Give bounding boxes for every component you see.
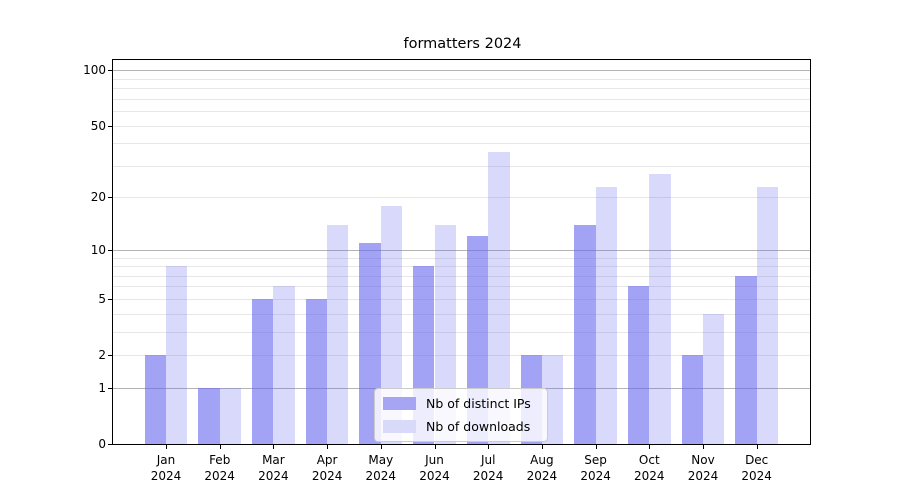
- bar-downloads-Nov: [703, 313, 725, 444]
- y-tick-50: [108, 125, 112, 127]
- x-tick-Sep: [595, 445, 597, 449]
- legend: Nb of distinct IPs Nb of downloads: [374, 388, 548, 442]
- bar-downloads-Apr: [327, 224, 349, 444]
- gridline-minor-3: [113, 331, 810, 333]
- bar-downloads-Feb: [219, 387, 242, 444]
- plot-area: Nb of distinct IPs Nb of downloads: [112, 59, 811, 445]
- x-tick-label-Jan: Jan 2024: [150, 453, 182, 483]
- bar-downloads-Sep: [595, 186, 617, 444]
- y-tick-100: [108, 70, 112, 72]
- x-tick-label-May: May 2024: [365, 453, 397, 483]
- gridline-minor-70: [113, 98, 810, 100]
- x-tick-label-Jul: Jul 2024: [472, 453, 504, 483]
- bar-downloads-Mar: [273, 286, 295, 444]
- gridline-minor-7: [113, 275, 810, 277]
- x-tick-Oct: [649, 445, 651, 449]
- x-tick-label-Mar: Mar 2024: [258, 453, 289, 483]
- gridline-minor-20: [113, 197, 810, 199]
- gridline-minor-60: [113, 111, 810, 112]
- y-tick-label-1: 1: [98, 380, 106, 395]
- x-tick-May: [380, 445, 382, 449]
- gridline-minor-2: [113, 355, 810, 356]
- gridline-minor-8: [113, 266, 810, 267]
- x-tick-Feb: [219, 445, 221, 449]
- x-tick-label-Jun: Jun 2024: [419, 453, 450, 483]
- x-tick-label-Feb: Feb 2024: [204, 453, 235, 483]
- bar-distinct-ips-Nov: [681, 355, 703, 444]
- bar-downloads-Dec: [756, 186, 779, 444]
- y-tick-5: [108, 298, 112, 300]
- gridline-minor-5: [113, 298, 810, 300]
- bar-downloads-Oct: [649, 174, 671, 444]
- x-tick-label-Aug: Aug 2024: [526, 453, 558, 483]
- gridline-minor-4: [113, 313, 810, 315]
- legend-label-downloads: Nb of downloads: [426, 419, 531, 434]
- bar-distinct-ips-Apr: [305, 298, 328, 444]
- gridline-minor-50: [113, 125, 810, 127]
- gridline-minor-30: [113, 165, 810, 167]
- y-tick-label-5: 5: [98, 291, 106, 306]
- y-tick-0: [108, 444, 112, 445]
- y-tick-label-2: 2: [98, 348, 106, 362]
- x-tick-Apr: [327, 445, 329, 449]
- x-tick-Dec: [756, 445, 758, 449]
- x-tick-label-Sep: Sep 2024: [580, 453, 611, 483]
- y-tick-20: [108, 197, 112, 199]
- bar-downloads-Jan: [166, 266, 188, 444]
- legend-swatch-downloads-icon: [383, 420, 416, 433]
- legend-entry-distinct-ips: Nb of distinct IPs: [383, 396, 539, 411]
- y-tick-label-50: 50: [90, 118, 106, 133]
- y-tick-10: [108, 249, 112, 251]
- legend-label-distinct-ips: Nb of distinct IPs: [426, 396, 531, 411]
- bar-downloads-Jul: [488, 151, 510, 444]
- bar-distinct-ips-Feb: [198, 387, 220, 444]
- x-tick-label-Oct: Oct 2024: [634, 453, 665, 483]
- gridline-minor-90: [113, 78, 810, 80]
- y-tick-label-20: 20: [90, 190, 106, 205]
- y-tick-label-10: 10: [90, 242, 106, 257]
- bar-distinct-ips-Jan: [144, 355, 166, 444]
- y-tick-1: [108, 387, 112, 389]
- x-tick-Mar: [273, 445, 275, 449]
- bar-distinct-ips-Dec: [735, 275, 757, 444]
- x-tick-Jul: [488, 445, 490, 449]
- y-tick-label-100: 100: [83, 63, 106, 78]
- bar-distinct-ips-Mar: [252, 298, 274, 444]
- x-tick-label-Nov: Nov 2024: [687, 453, 719, 483]
- y-tick-label-0: 0: [98, 437, 106, 451]
- x-tick-label-Dec: Dec 2024: [741, 453, 772, 483]
- bar-distinct-ips-Sep: [574, 224, 596, 444]
- gridline-major-10: [113, 249, 810, 251]
- y-tick-2: [108, 355, 112, 356]
- x-tick-Nov: [703, 445, 704, 449]
- gridline-minor-80: [113, 88, 810, 89]
- x-tick-label-Apr: Apr 2024: [311, 453, 343, 483]
- bar-distinct-ips-Oct: [627, 286, 650, 444]
- x-tick-Jun: [434, 445, 436, 449]
- x-tick-Aug: [541, 445, 543, 449]
- x-tick-Jan: [166, 445, 167, 449]
- gridline-minor-6: [113, 286, 810, 288]
- legend-swatch-distinct-ips-icon: [383, 397, 416, 410]
- legend-entry-downloads: Nb of downloads: [383, 419, 539, 434]
- gridline-minor-9: [113, 257, 810, 259]
- gridline-minor-40: [113, 143, 810, 145]
- chart-title: formatters 2024: [403, 36, 522, 52]
- bar-downloads-May: [380, 205, 403, 444]
- gridline-major-100: [113, 70, 810, 72]
